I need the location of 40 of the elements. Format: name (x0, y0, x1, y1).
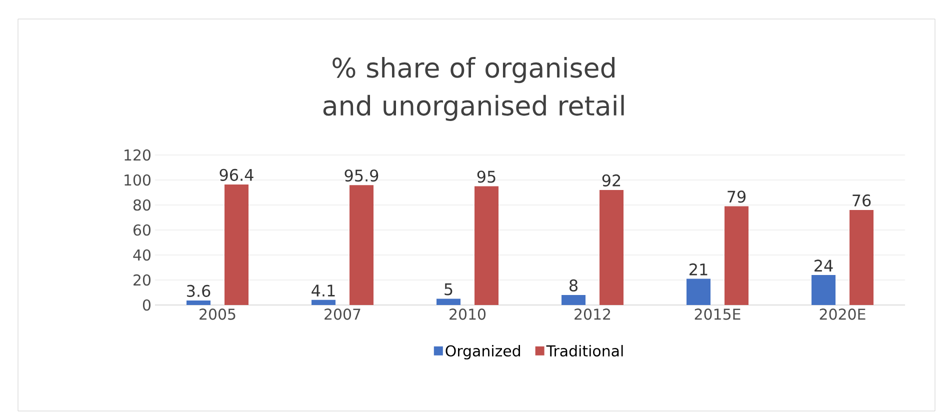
x-tick-label: 2020E (820, 308, 866, 320)
bar (724, 206, 749, 305)
y-tick-label: 100 (124, 174, 150, 186)
x-tick-label: 2012 (574, 308, 610, 320)
data-label: 95 (477, 170, 496, 183)
x-tick-label: 2007 (324, 308, 360, 320)
bar (562, 295, 586, 305)
x-tick-label: 2015E (694, 308, 740, 320)
data-label: 95.9 (344, 170, 378, 182)
bar (812, 275, 836, 305)
data-label: 5 (444, 283, 452, 296)
bar (350, 185, 374, 305)
legend-label: Organized (446, 344, 520, 360)
bar (436, 298, 461, 305)
data-label: 4.1 (312, 284, 335, 296)
data-label: 3.6 (187, 284, 210, 297)
chart-title: % share of organised and unorganised retail (323, 57, 624, 121)
data-label: 21 (690, 263, 708, 276)
y-tick-label: 120 (124, 149, 150, 161)
y-tick-label: 40 (133, 249, 150, 261)
x-tick-label: 2010 (450, 308, 486, 320)
bar (686, 278, 711, 305)
legend-label: Traditional (546, 344, 623, 357)
bar (850, 210, 874, 305)
data-label: 76 (852, 194, 871, 206)
bar (224, 184, 249, 305)
data-label: 92 (602, 174, 620, 186)
data-label: 8 (570, 279, 578, 292)
data-label: 79 (728, 190, 746, 203)
bar (474, 186, 499, 305)
y-tick-label: 60 (134, 224, 150, 236)
y-tick-label: 80 (133, 199, 150, 211)
bar (600, 190, 624, 305)
x-tick-label: 2005 (200, 308, 236, 320)
y-tick-label: 0 (142, 299, 150, 311)
data-label: 24 (814, 260, 833, 272)
bar (186, 300, 211, 305)
y-tick-label: 20 (134, 274, 150, 286)
data-label: 96.4 (220, 168, 254, 181)
bar (312, 300, 336, 305)
